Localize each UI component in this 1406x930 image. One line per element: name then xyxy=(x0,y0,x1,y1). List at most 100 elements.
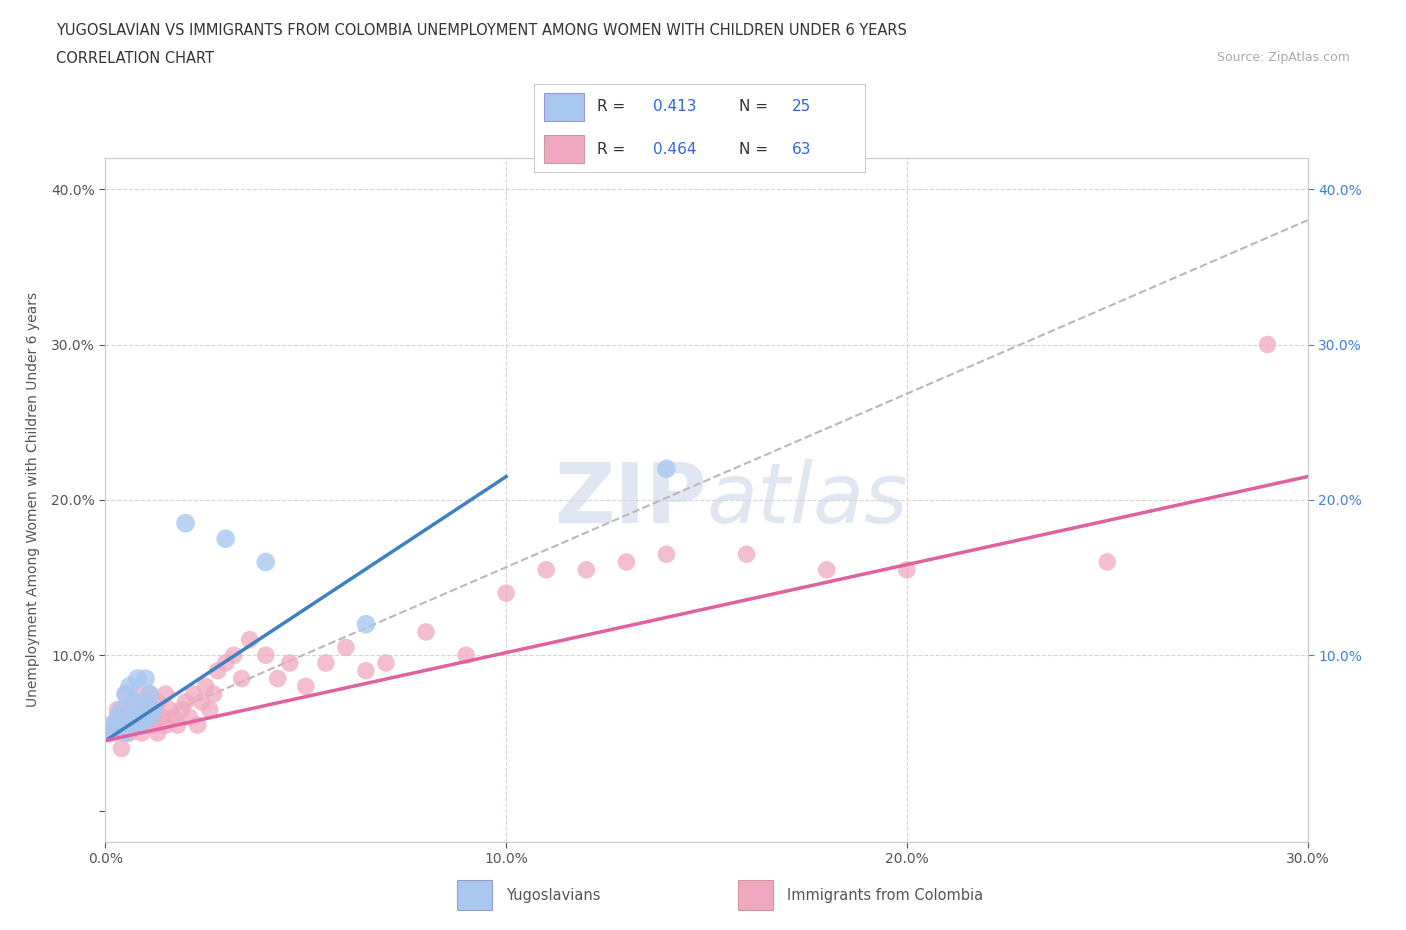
Point xyxy=(254,554,277,569)
Point xyxy=(222,648,245,663)
Point xyxy=(98,718,121,733)
Point xyxy=(214,531,236,546)
Text: R =: R = xyxy=(598,141,630,156)
Point xyxy=(495,586,517,601)
Point xyxy=(118,702,141,717)
Point xyxy=(138,710,160,724)
Point xyxy=(150,710,173,724)
Point xyxy=(118,710,141,724)
Text: ZIP: ZIP xyxy=(554,459,707,540)
Point xyxy=(142,702,165,717)
Point xyxy=(198,702,221,717)
Point xyxy=(534,563,557,578)
Point xyxy=(278,656,301,671)
Point xyxy=(122,695,145,710)
Point xyxy=(127,671,149,686)
Text: atlas: atlas xyxy=(707,459,908,540)
Text: CORRELATION CHART: CORRELATION CHART xyxy=(56,51,214,66)
Point xyxy=(239,632,262,647)
Point xyxy=(315,656,337,671)
Point xyxy=(131,725,153,740)
Point xyxy=(135,710,157,724)
Text: N =: N = xyxy=(740,100,773,114)
Point xyxy=(127,686,149,701)
Point xyxy=(142,718,165,733)
Point xyxy=(207,663,229,678)
Point xyxy=(415,624,437,639)
Point xyxy=(138,686,160,701)
Point xyxy=(146,695,169,710)
Point xyxy=(190,695,212,710)
Point xyxy=(142,702,165,717)
Point xyxy=(110,702,132,717)
Point xyxy=(127,710,149,724)
Point xyxy=(194,679,217,694)
Point xyxy=(575,563,598,578)
Point xyxy=(122,695,145,710)
Point xyxy=(295,679,318,694)
Point xyxy=(174,516,197,531)
Point xyxy=(162,710,184,724)
Bar xyxy=(457,880,492,910)
Point xyxy=(335,640,357,655)
Point xyxy=(735,547,758,562)
Point xyxy=(231,671,253,686)
Point xyxy=(122,718,145,733)
Point xyxy=(179,710,201,724)
Point xyxy=(896,563,918,578)
Text: YUGOSLAVIAN VS IMMIGRANTS FROM COLOMBIA UNEMPLOYMENT AMONG WOMEN WITH CHILDREN U: YUGOSLAVIAN VS IMMIGRANTS FROM COLOMBIA … xyxy=(56,23,907,38)
Point xyxy=(170,702,193,717)
Text: Immigrants from Colombia: Immigrants from Colombia xyxy=(787,887,983,903)
Bar xyxy=(544,93,583,121)
Point xyxy=(103,725,125,740)
Point xyxy=(655,461,678,476)
Text: N =: N = xyxy=(740,141,773,156)
Bar xyxy=(544,135,583,164)
Bar xyxy=(738,880,773,910)
Point xyxy=(138,710,160,724)
Text: R =: R = xyxy=(598,100,630,114)
Point xyxy=(155,686,177,701)
Point xyxy=(135,671,157,686)
Point xyxy=(114,725,136,740)
Point xyxy=(354,617,377,631)
Point xyxy=(267,671,290,686)
Point xyxy=(214,656,236,671)
Point xyxy=(110,741,132,756)
Point xyxy=(155,718,177,733)
Point xyxy=(187,718,209,733)
Point xyxy=(114,686,136,701)
Text: Yugoslavians: Yugoslavians xyxy=(506,887,600,903)
Point xyxy=(655,547,678,562)
Point xyxy=(127,710,149,724)
Point xyxy=(159,702,181,717)
Text: 63: 63 xyxy=(792,141,811,156)
Point xyxy=(254,648,277,663)
Point xyxy=(454,648,477,663)
Point xyxy=(131,702,153,717)
Point xyxy=(122,718,145,733)
Point xyxy=(174,695,197,710)
Point xyxy=(1257,337,1279,352)
Point xyxy=(110,710,132,724)
Point xyxy=(135,718,157,733)
Point xyxy=(374,656,398,671)
Point xyxy=(107,702,129,717)
Point xyxy=(135,695,157,710)
Point xyxy=(131,702,153,717)
Point xyxy=(118,679,141,694)
Point xyxy=(202,686,225,701)
Text: 25: 25 xyxy=(792,100,811,114)
Text: 0.464: 0.464 xyxy=(654,141,697,156)
Y-axis label: Unemployment Among Women with Children Under 6 years: Unemployment Among Women with Children U… xyxy=(27,292,39,708)
Point xyxy=(354,663,377,678)
Point xyxy=(616,554,638,569)
Text: 0.413: 0.413 xyxy=(654,100,697,114)
Point xyxy=(118,725,141,740)
Point xyxy=(138,686,160,701)
Point xyxy=(114,718,136,733)
Point xyxy=(183,686,205,701)
Point xyxy=(146,725,169,740)
Point xyxy=(98,725,121,740)
Point xyxy=(114,686,136,701)
